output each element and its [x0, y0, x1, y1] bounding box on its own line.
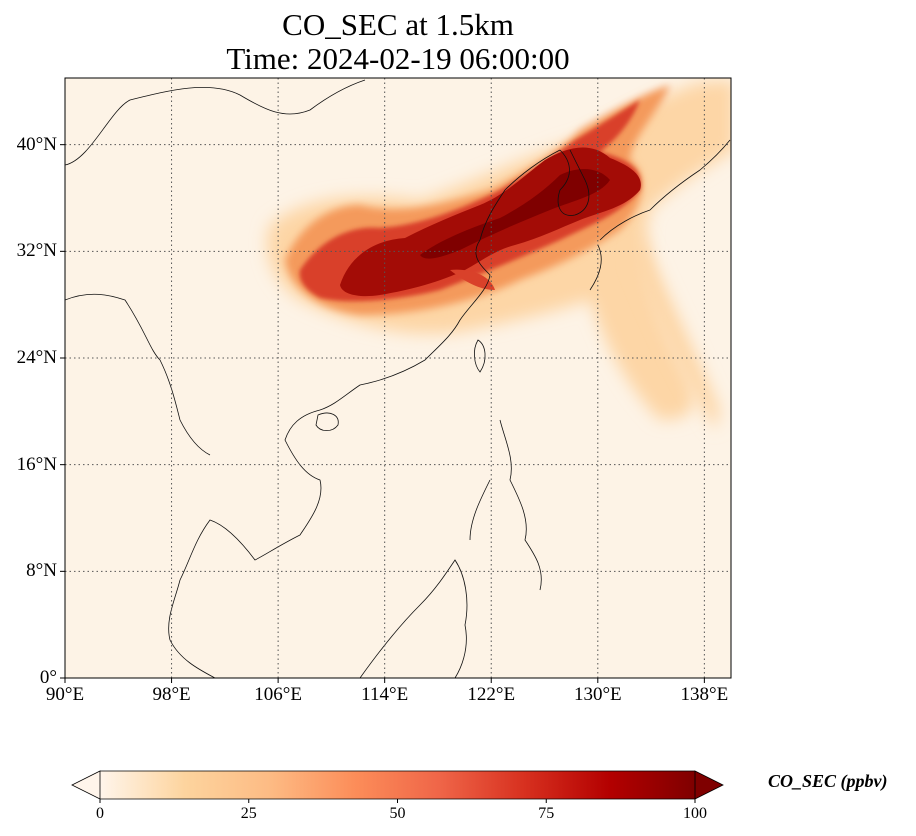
lat-tick-label: 16°N	[16, 453, 57, 475]
lat-tick-label: 8°N	[26, 560, 57, 582]
lat-tick-label: 40°N	[16, 133, 57, 155]
lon-tick-label: 106°E	[254, 684, 302, 705]
map-frame	[64, 77, 732, 679]
gridlines	[65, 78, 731, 678]
lon-tick-label: 138°E	[680, 684, 729, 705]
borneo-coastline	[359, 559, 468, 678]
colorbar-tick-label: 50	[389, 805, 406, 822]
colorbar-extend-max	[694, 770, 724, 800]
lon-tick-label: 98°E	[152, 684, 191, 705]
colorbar	[71, 770, 724, 803]
colorbar-tick-label: 100	[683, 805, 707, 822]
lon-tick-label: 90°E	[45, 684, 85, 705]
colorbar-tick-label: 75	[538, 805, 555, 822]
japan-coastline	[589, 139, 731, 291]
china-coastline	[319, 149, 561, 411]
philippines-coastline	[469, 419, 542, 591]
lon-tick-label: 130°E	[573, 684, 622, 705]
map-title: CO_SEC at 1.5km	[282, 7, 514, 42]
axis-tick-marks	[60, 144, 705, 683]
lat-tick-label: 24°N	[16, 347, 57, 368]
indochina-coastline	[168, 409, 322, 678]
lat-tick-label: 32°N	[16, 240, 57, 262]
colorbar-tick-label: 25	[240, 805, 257, 822]
korea-coastline	[557, 149, 590, 216]
colorbar-tick-marks	[99, 799, 696, 803]
south-asia-border	[65, 293, 211, 456]
colorbar-extend-min	[71, 770, 101, 800]
lon-tick-label: 114°E	[361, 684, 409, 705]
lat-tick-label: 0°	[39, 667, 57, 688]
colorbar-label: CO_SEC (ppbv)	[768, 771, 888, 791]
plume-southern-streak	[632, 230, 720, 430]
colorbar-gradient	[100, 771, 695, 799]
hainan-coastline	[315, 412, 339, 432]
northern-border	[65, 79, 366, 166]
plume-core-peak	[420, 168, 610, 259]
plume-yangtze-tongue	[450, 269, 495, 290]
concentration-field	[267, 80, 731, 430]
map-time-subtitle: Time: 2024-02-19 06:00:00	[226, 41, 570, 76]
taiwan-coastline	[474, 339, 486, 373]
coastline-layer	[65, 79, 731, 678]
lon-tick-label: 122°E	[467, 684, 516, 705]
colorbar-tick-label: 0	[96, 805, 104, 822]
